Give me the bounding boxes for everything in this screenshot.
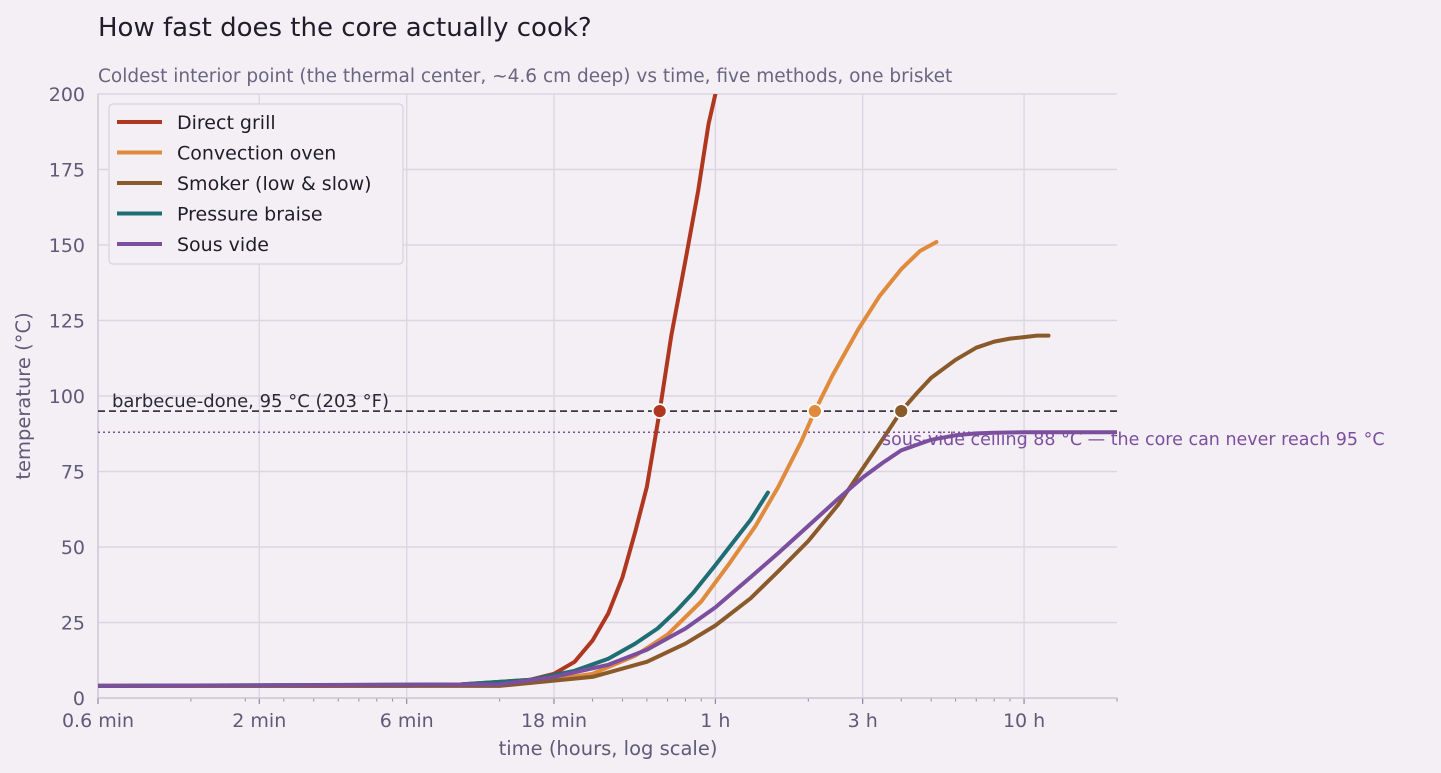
legend-box <box>108 103 404 265</box>
y-tick-label: 125 <box>49 311 85 333</box>
done-marker <box>893 403 910 420</box>
series-lines <box>98 94 1117 688</box>
axes: 0 25 50 75 100 125 150 175 200 0.6 min 2 min 6 min 1… <box>49 84 1118 732</box>
done-marker <box>806 403 823 420</box>
chart-title: How fast does the core actually cook? <box>98 13 592 43</box>
series-line-smoker-low-slow <box>98 333 1051 688</box>
series-line-convection-oven <box>98 240 939 688</box>
y-tick-label: 200 <box>49 84 85 106</box>
x-tick-label: 0.6 min <box>62 710 134 732</box>
legend-label: Pressure braise <box>177 204 323 226</box>
y-tick-label: 50 <box>61 537 85 559</box>
legend-label: Smoker (low & slow) <box>177 173 372 195</box>
reference-lines <box>98 410 1117 433</box>
y-tick-label: 0 <box>73 688 85 710</box>
y-tick-label: 75 <box>61 462 85 484</box>
x-tick-label: 10 h <box>1003 710 1045 732</box>
chart-subtitle: Coldest interior point (the thermal cent… <box>98 66 952 87</box>
legend-label: Sous vide <box>177 234 269 256</box>
done-marker <box>651 403 668 420</box>
x-tick-label: 1 h <box>700 710 730 732</box>
y-axis-label: temperature (°C) <box>12 312 35 479</box>
done-markers <box>651 403 910 420</box>
series-line-sous-vide <box>98 430 1117 688</box>
y-tick-label: 25 <box>61 613 85 635</box>
x-tick-label: 2 min <box>232 710 286 732</box>
x-tick-label: 6 min <box>380 710 434 732</box>
x-tick-label: 3 h <box>848 710 878 732</box>
y-tick-label: 150 <box>49 235 85 257</box>
y-tick-label: 100 <box>49 386 85 408</box>
legend-label: Convection oven <box>177 143 336 165</box>
legend: Direct grill Convection oven Smoker (low &… <box>108 103 404 265</box>
x-axis-label: time (hours, log scale) <box>499 737 718 760</box>
done-threshold-label: barbecue-done, 95 °C (203 °F) <box>112 391 389 412</box>
y-tick-label: 175 <box>49 160 85 182</box>
series-line-pressure-braise <box>98 490 770 688</box>
x-tick-label: 18 min <box>521 710 587 732</box>
legend-label: Direct grill <box>177 112 276 134</box>
sous-vide-ceiling-label: sous-vide ceiling 88 °C — the core can n… <box>882 430 1385 450</box>
